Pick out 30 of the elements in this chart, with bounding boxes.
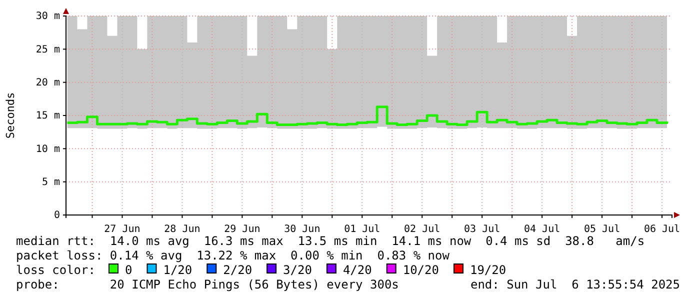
y-axis-title: Seconds xyxy=(4,92,17,139)
text: 3/20 xyxy=(283,263,312,277)
text: 1/20 xyxy=(163,263,192,277)
x-tick-label: 01 Jul xyxy=(344,224,380,235)
y-tick-label: 5 m xyxy=(42,177,60,188)
text: 10/20 xyxy=(402,263,439,277)
y-tick-label: 0 xyxy=(54,210,60,222)
text: end: Sun Jul 6 13:55:54 2025 xyxy=(470,278,680,292)
x-tick-label: 28 Jun xyxy=(164,224,200,235)
y-tick-label: 10 m xyxy=(36,144,60,155)
text: probe: 20 ICMP Echo Pings (56 Bytes) every 300s xyxy=(16,278,399,292)
text: packet loss: 0.14 % avg 13.22 % max 0.00 % min 0.83 % now xyxy=(16,248,450,262)
text: 0 xyxy=(125,263,132,277)
x-tick-label: 03 Jul xyxy=(464,224,500,235)
text: 2/20 xyxy=(223,263,252,277)
x-tick-label: 05 Jul xyxy=(584,224,620,235)
text: 4/20 xyxy=(342,263,372,277)
y-tick-label: 15 m xyxy=(36,110,60,122)
x-tick-label: 30 Jun xyxy=(284,224,320,235)
y-tick-label: 30 m xyxy=(36,11,60,22)
y-tick-label: 20 m xyxy=(36,78,60,89)
text: loss color: xyxy=(16,263,96,277)
x-tick-label: 06 Jul xyxy=(644,224,680,235)
x-tick-label: 27 Jun xyxy=(104,224,140,235)
text: 19/20 xyxy=(470,263,506,277)
y-tick-label: 25 m xyxy=(36,44,60,56)
x-tick-label: 29 Jun xyxy=(224,224,260,235)
x-tick-label: 02 Jul xyxy=(404,224,440,235)
x-tick-label: 04 Jul xyxy=(524,224,560,235)
text: median rtt: 14.0 ms avg 16.3 ms max 13.5 ms min 14.1 ms now 0.4 ms sd 38.8 am/s xyxy=(16,234,645,248)
